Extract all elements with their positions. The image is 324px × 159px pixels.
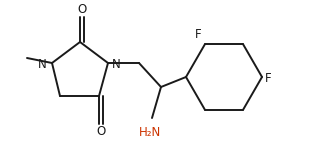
- Text: O: O: [96, 125, 106, 138]
- Text: N: N: [38, 58, 47, 70]
- Text: N: N: [112, 58, 121, 70]
- Text: F: F: [265, 72, 272, 84]
- Text: F: F: [195, 28, 202, 41]
- Text: O: O: [77, 3, 87, 16]
- Text: H₂N: H₂N: [139, 126, 161, 139]
